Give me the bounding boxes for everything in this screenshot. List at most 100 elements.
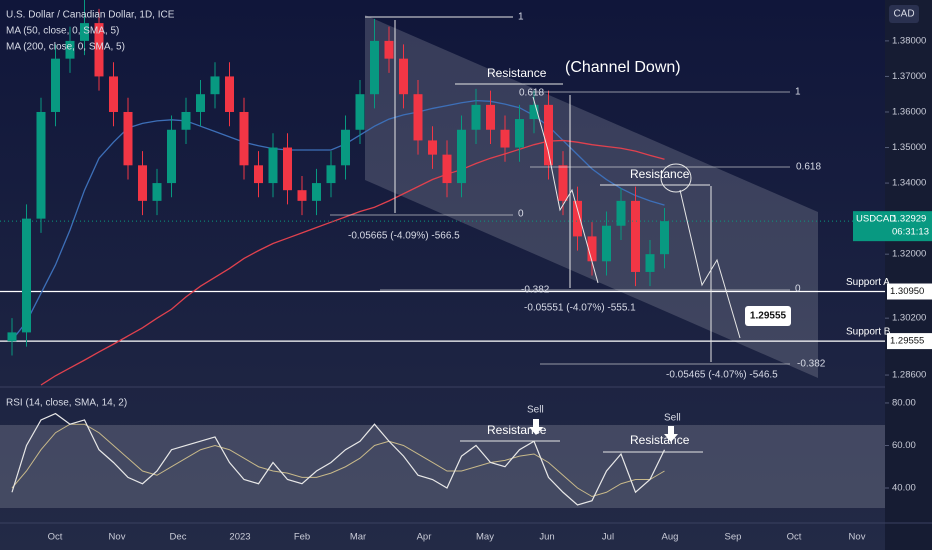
fib-label: 1 xyxy=(518,12,524,23)
candle-body xyxy=(413,94,423,141)
candle-body xyxy=(167,129,176,184)
candle-body xyxy=(80,23,89,41)
target-box xyxy=(745,306,791,326)
candle-body xyxy=(297,190,307,201)
x-tick-label: Sep xyxy=(725,532,742,543)
fib-label: 0 xyxy=(518,209,524,220)
support-name: Support B xyxy=(846,327,891,338)
last-price-label: 1.32929 xyxy=(892,214,926,225)
rsi-title: RSI (14, close, SMA, 14, 2) xyxy=(6,398,127,409)
candle-body xyxy=(660,221,669,255)
candle-body xyxy=(558,165,568,201)
y-tick-label: 1.30200 xyxy=(892,313,926,324)
resistance-label: Resistance xyxy=(630,167,690,181)
target-label: 1.29555 xyxy=(750,311,787,322)
fib-label: 0.618 xyxy=(519,88,544,99)
x-tick-label: Jun xyxy=(539,532,554,543)
candle-body xyxy=(341,129,350,166)
rsi-tick-label: 80.00 xyxy=(892,397,916,408)
candle-body xyxy=(529,104,539,120)
candle-body xyxy=(94,23,104,77)
candle-body xyxy=(457,129,466,184)
candle-body xyxy=(500,129,510,148)
candle-body xyxy=(254,165,263,184)
candle-body xyxy=(486,104,495,130)
sell-arrow xyxy=(529,419,543,435)
candle-body xyxy=(181,111,191,130)
rsi-line xyxy=(11,412,666,506)
measure-label: -0.05665 (-4.09%) -566.5 xyxy=(348,231,460,242)
x-tick-label: Oct xyxy=(48,532,63,543)
symbol-tag: USDCAD xyxy=(856,214,896,225)
indicator-label: MA (50, close, 0, SMA, 5) xyxy=(6,26,119,37)
candle-body xyxy=(312,183,321,201)
channel-label: (Channel Down) xyxy=(565,59,681,76)
rsi-tick-label: 60.00 xyxy=(892,440,916,451)
y-tick-label: 1.35000 xyxy=(892,142,926,153)
x-tick-label: Feb xyxy=(294,532,310,543)
candle-body xyxy=(587,236,597,262)
candle-body xyxy=(616,200,626,226)
currency: CAD xyxy=(893,9,914,20)
candle-body xyxy=(471,104,481,130)
measure-label: -0.05465 (-4.07%) -546.5 xyxy=(666,370,778,381)
candle-body xyxy=(210,76,220,95)
candle-body xyxy=(355,94,365,130)
circle xyxy=(660,163,692,193)
x-tick-label: Dec xyxy=(170,532,187,543)
x-tick-label: May xyxy=(476,532,494,543)
support-tag-label: 1.30950 xyxy=(890,286,924,297)
rsi-resistance-label: Resistance xyxy=(630,433,690,447)
candle-body xyxy=(573,200,582,237)
rsi-resistance-label: Resistance xyxy=(487,423,547,437)
currency-box xyxy=(889,5,919,23)
sell-label: Sell xyxy=(527,405,544,416)
x-tick-label: Apr xyxy=(417,532,432,543)
candle-body xyxy=(65,40,75,59)
candle-body xyxy=(123,111,133,166)
candle-body xyxy=(283,147,292,191)
sell-arrow xyxy=(664,426,678,442)
y-tick-label: 1.34000 xyxy=(892,178,926,189)
candle-body xyxy=(51,58,60,112)
candle-body xyxy=(631,200,640,272)
x-tick-label: Aug xyxy=(662,532,679,543)
chart-title: U.S. Dollar / Canadian Dollar, 1D, ICE xyxy=(6,10,175,21)
candle-body xyxy=(602,225,611,262)
candle-body xyxy=(225,76,234,112)
candle-body xyxy=(239,111,249,166)
price-axis xyxy=(885,0,932,550)
candle-body xyxy=(399,58,408,95)
candle-body xyxy=(515,119,524,148)
countdown: 06:31:13 xyxy=(892,227,929,238)
candle-body xyxy=(428,140,437,155)
candle-body xyxy=(109,76,118,112)
candle-body xyxy=(196,94,205,112)
indicator-label: MA (200, close, 0, SMA, 5) xyxy=(6,42,125,53)
fib-label: 1 xyxy=(795,87,801,98)
y-tick-label: 1.38000 xyxy=(892,35,926,46)
moving-average xyxy=(40,139,665,386)
moving-average xyxy=(11,99,665,341)
support-tag-label: 1.29555 xyxy=(890,336,924,347)
x-tick-label: 2023 xyxy=(229,532,250,543)
rsi-band xyxy=(0,425,885,508)
y-tick-label: 1.37000 xyxy=(892,71,926,82)
x-tick-label: Nov xyxy=(109,532,126,543)
support-tag xyxy=(887,333,932,350)
last-price-tag xyxy=(853,211,932,242)
fib-label: -0.382 xyxy=(521,285,550,296)
candle-body xyxy=(370,40,379,95)
y-tick-label: 1.36000 xyxy=(892,106,926,117)
candle-body xyxy=(152,183,162,201)
path-arrow xyxy=(679,189,741,339)
resistance-label: Resistance xyxy=(487,66,547,80)
y-tick-label: 1.32000 xyxy=(892,249,926,260)
x-tick-label: Nov xyxy=(849,532,866,543)
candle-body xyxy=(442,154,452,184)
candle-body xyxy=(645,254,655,272)
candle-body xyxy=(138,165,147,201)
candle-body xyxy=(22,218,31,333)
x-tick-label: Jul xyxy=(602,532,614,543)
candle-body xyxy=(326,165,336,184)
